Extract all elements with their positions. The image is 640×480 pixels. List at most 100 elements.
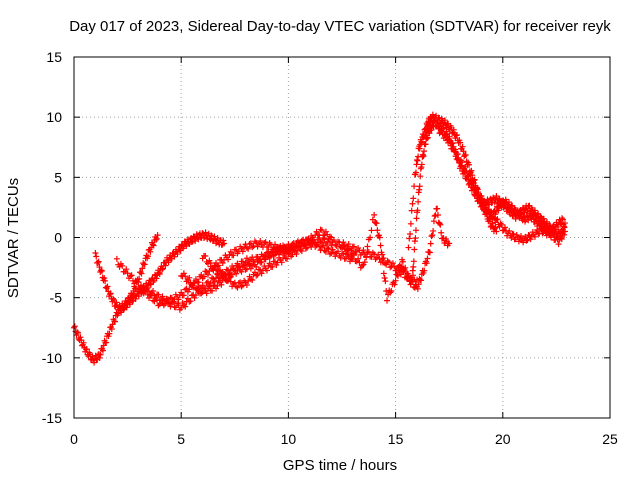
data-point (253, 239, 260, 246)
data-point (266, 260, 273, 267)
data-point (207, 260, 214, 267)
data-point (360, 247, 367, 254)
data-point (410, 258, 417, 265)
data-point (330, 249, 337, 256)
data-point (356, 259, 363, 266)
data-point (318, 227, 325, 234)
data-point (153, 275, 160, 282)
data-point (182, 303, 189, 310)
data-point (270, 252, 277, 259)
data-point (187, 298, 194, 305)
data-point (139, 285, 146, 292)
data-point (339, 244, 345, 251)
data-point (243, 255, 250, 262)
data-point (353, 258, 360, 265)
data-point (192, 292, 199, 299)
axis-ticks (73, 56, 611, 419)
data-point (518, 210, 525, 217)
data-point (422, 141, 429, 148)
data-point (263, 267, 270, 274)
data-point (120, 306, 127, 313)
data-point (377, 242, 384, 249)
data-point (144, 253, 151, 260)
data-point (183, 243, 190, 250)
data-point (304, 244, 311, 251)
data-point (382, 278, 389, 285)
data-point (238, 283, 245, 290)
data-point (175, 302, 182, 309)
data-point (159, 266, 166, 273)
data-point (385, 259, 392, 266)
y-tick-label: 0 (54, 230, 62, 246)
data-point (493, 192, 500, 199)
data-point (534, 211, 541, 218)
data-point (286, 244, 293, 251)
data-point (492, 224, 499, 231)
data-point (302, 245, 309, 252)
data-point (104, 283, 111, 290)
data-point (428, 233, 435, 240)
data-point (123, 304, 130, 311)
data-point (318, 239, 325, 246)
data-point (182, 273, 189, 280)
data-point (409, 200, 416, 207)
data-point (96, 354, 103, 361)
series-arc-6 (199, 234, 421, 291)
data-point (239, 263, 246, 270)
data-point (374, 227, 381, 234)
data-point (183, 285, 190, 292)
data-point (504, 205, 511, 212)
series-arc-11 (467, 175, 568, 240)
data-point (490, 211, 497, 218)
data-point (242, 266, 249, 273)
data-point (205, 271, 211, 278)
data-point (170, 299, 177, 306)
data-point (544, 218, 551, 225)
data-point (261, 239, 268, 246)
data-point (233, 283, 240, 290)
data-point (353, 248, 360, 255)
data-point (506, 227, 513, 234)
data-point (380, 259, 387, 266)
data-point (408, 207, 415, 214)
data-point (355, 255, 362, 262)
data-point (233, 270, 240, 277)
data-point (250, 242, 257, 249)
data-point (207, 280, 214, 287)
data-point (515, 212, 522, 219)
data-point (238, 268, 245, 275)
data-point (410, 195, 417, 202)
data-point (317, 226, 324, 233)
data-point (453, 131, 460, 138)
data-point (454, 151, 461, 158)
data-point (460, 148, 467, 155)
data-point (322, 248, 329, 255)
data-point (345, 241, 352, 248)
data-point (561, 220, 568, 227)
data-point (423, 260, 430, 267)
data-point (429, 232, 436, 239)
data-point (328, 242, 335, 249)
data-point (373, 220, 380, 227)
data-point (322, 228, 329, 235)
data-point (239, 258, 246, 265)
data-point (284, 255, 291, 262)
data-point (305, 239, 312, 246)
x-tick-label: 25 (602, 431, 618, 447)
data-point (246, 262, 253, 269)
data-point (407, 220, 414, 227)
data-point (203, 290, 210, 297)
data-point (364, 243, 371, 250)
data-point (486, 208, 493, 215)
data-point (199, 282, 206, 289)
data-point (426, 249, 433, 256)
data-point (255, 256, 262, 263)
data-point (127, 301, 134, 308)
data-point (151, 298, 158, 305)
data-point (211, 233, 218, 240)
x-tick-label: 15 (388, 431, 404, 447)
data-point (203, 268, 210, 275)
data-point (198, 290, 205, 297)
data-point (387, 264, 394, 271)
data-point (294, 238, 301, 245)
